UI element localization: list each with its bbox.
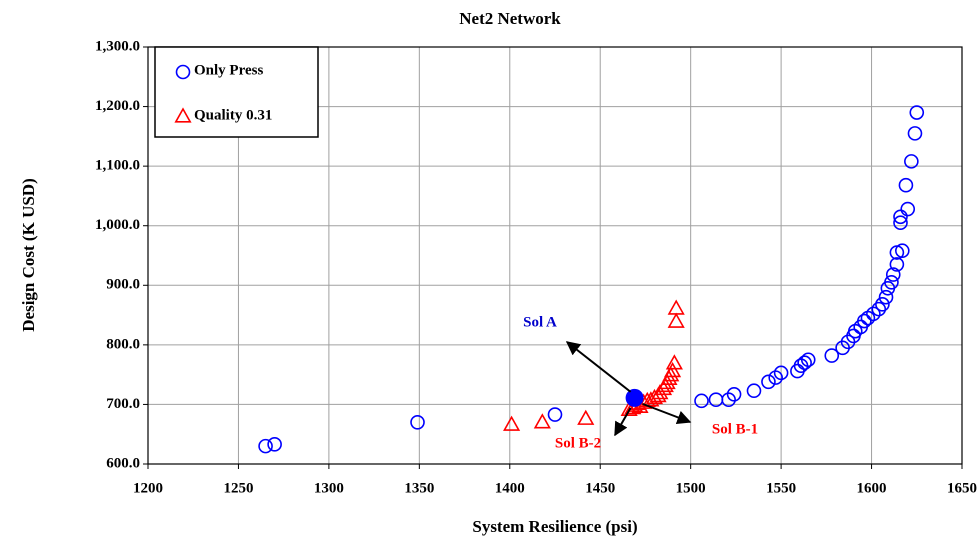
- point: [267, 437, 282, 452]
- x-tick-label: 1500: [676, 480, 706, 496]
- annotation: Sol B-2: [555, 435, 601, 451]
- point: [797, 355, 812, 371]
- y-tick-label: 1,300.0: [95, 38, 140, 54]
- point: [885, 267, 901, 282]
- y-tick-label: 1,000.0: [95, 217, 140, 233]
- point: [667, 312, 685, 328]
- point: [893, 209, 908, 225]
- y-tick-label: 600.0: [106, 455, 140, 471]
- point: [645, 388, 664, 405]
- annotation-arrow: [642, 402, 692, 425]
- point: [895, 243, 910, 259]
- legend-marker: [175, 64, 191, 80]
- point: [533, 413, 551, 429]
- legend-marker: [174, 107, 192, 123]
- point: [258, 438, 273, 454]
- point: [857, 313, 872, 329]
- point: [893, 215, 908, 231]
- x-axis-label: System Resilience (psi): [472, 517, 637, 536]
- point: [761, 374, 776, 390]
- point: [773, 365, 789, 381]
- y-tick-label: 900.0: [106, 277, 140, 293]
- point: [904, 154, 919, 169]
- point: [866, 306, 881, 322]
- point: [694, 393, 709, 409]
- point: [900, 201, 916, 217]
- y-tick-label: 1,200.0: [95, 98, 140, 114]
- point: [577, 409, 595, 425]
- point: [547, 407, 563, 422]
- annotation-arrow: [614, 407, 632, 437]
- point: [824, 348, 840, 363]
- point: [746, 383, 762, 399]
- annotation: Sol A: [523, 314, 557, 330]
- chart-title: Net2 Network: [459, 9, 561, 28]
- x-tick-label: 1450: [585, 480, 615, 496]
- plot-frame: [147, 46, 963, 465]
- y-axis-label: Design Cost (K USD): [19, 178, 38, 331]
- y-tick-label: 800.0: [106, 336, 140, 352]
- point: [878, 289, 894, 305]
- point: [909, 105, 925, 120]
- highlight-point: [625, 388, 644, 407]
- x-tick-label: 1300: [314, 480, 344, 496]
- point: [898, 177, 914, 193]
- point: [889, 257, 905, 272]
- point: [410, 414, 425, 430]
- point: [768, 370, 783, 385]
- x-tick-label: 1550: [766, 480, 796, 496]
- point: [800, 352, 816, 368]
- point: [871, 301, 887, 317]
- x-tick-label: 1250: [223, 480, 253, 496]
- point: [907, 126, 923, 141]
- x-tick-label: 1400: [495, 480, 525, 496]
- y-tick-label: 700.0: [106, 396, 140, 412]
- annotation: Sol B-1: [712, 421, 758, 437]
- x-tick-label: 1350: [404, 480, 434, 496]
- legend: Only Press Quality 0.31: [154, 46, 319, 138]
- x-tick-label: 1650: [947, 480, 977, 496]
- x-tick-label: 1600: [857, 480, 887, 496]
- point: [664, 362, 682, 378]
- x-tick-label: 1200: [133, 480, 163, 496]
- annotation-arrow: [565, 341, 632, 393]
- point: [665, 354, 683, 370]
- point: [667, 299, 685, 315]
- legend-label: Only Press: [194, 62, 263, 78]
- point: [726, 387, 742, 402]
- y-tick-label: 1,100.0: [95, 158, 140, 174]
- legend-box: [154, 46, 319, 138]
- point: [721, 392, 736, 407]
- point: [503, 415, 521, 431]
- point: [875, 297, 890, 312]
- point: [884, 275, 899, 290]
- legend-label: Quality 0.31: [194, 107, 272, 123]
